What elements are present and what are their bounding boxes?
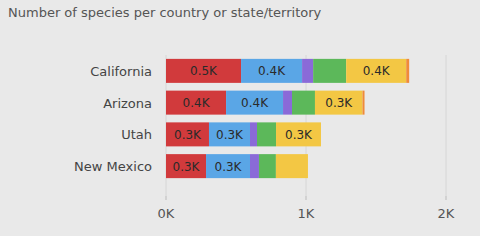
tick-mark <box>306 196 307 200</box>
bar-segment <box>226 91 283 115</box>
tick-label: 1K <box>298 206 315 221</box>
data-label: 0.5K <box>190 64 218 78</box>
data-label: 0.3K <box>173 160 201 174</box>
bar-segment <box>250 122 257 146</box>
bar-segment <box>292 91 315 115</box>
bar-segment <box>206 154 250 178</box>
tick-mark <box>446 196 447 200</box>
tick-mark <box>166 196 167 200</box>
data-label: 0.3K <box>174 128 202 142</box>
data-label: 0.3K <box>215 160 243 174</box>
bar-segment <box>209 122 250 146</box>
data-label: 0.4K <box>241 96 269 110</box>
title: Number of species per country or state/t… <box>8 5 322 20</box>
data-label: 0.3K <box>216 128 244 142</box>
bar-segment <box>166 122 209 146</box>
bar-segment <box>315 91 363 115</box>
data-labels: 0.5K 0.4K 0.4K 0.4K 0.4K 0.3K 0.3K 0.3K 0.3K 0.3K… <box>173 64 391 173</box>
grid-line <box>446 55 447 196</box>
bar-segment <box>257 122 276 146</box>
data-label: 0.3K <box>285 128 313 142</box>
bar-segment <box>166 59 241 83</box>
bar-segment <box>346 59 406 83</box>
bars <box>166 59 409 178</box>
bar-segment <box>276 122 321 146</box>
bar-segment <box>406 59 409 83</box>
bar-segment <box>166 154 206 178</box>
category-label: New Mexico <box>74 159 152 174</box>
bar-segment <box>283 91 292 115</box>
data-label: 0.3K <box>325 96 353 110</box>
tick-label: 2K <box>438 206 455 221</box>
bar-segment <box>241 59 302 83</box>
category-label: Utah <box>121 127 152 142</box>
bar-segment <box>302 59 313 83</box>
bar-segment <box>259 154 276 178</box>
data-label: 0.4K <box>183 96 211 110</box>
data-label: 0.4K <box>363 64 391 78</box>
bar-segment <box>320 122 321 146</box>
chart: Number of species per country or state/t… <box>0 0 480 236</box>
bar-segment <box>313 59 346 83</box>
bar-segment <box>250 154 259 178</box>
tick-label: 0K <box>158 206 175 221</box>
bar-segment <box>276 154 308 178</box>
category-label: California <box>90 64 152 79</box>
bar-segment <box>363 91 365 115</box>
data-label: 0.4K <box>258 64 286 78</box>
bar-segment <box>166 91 226 115</box>
bar-segment <box>307 154 308 178</box>
category-label: Arizona <box>103 96 152 111</box>
